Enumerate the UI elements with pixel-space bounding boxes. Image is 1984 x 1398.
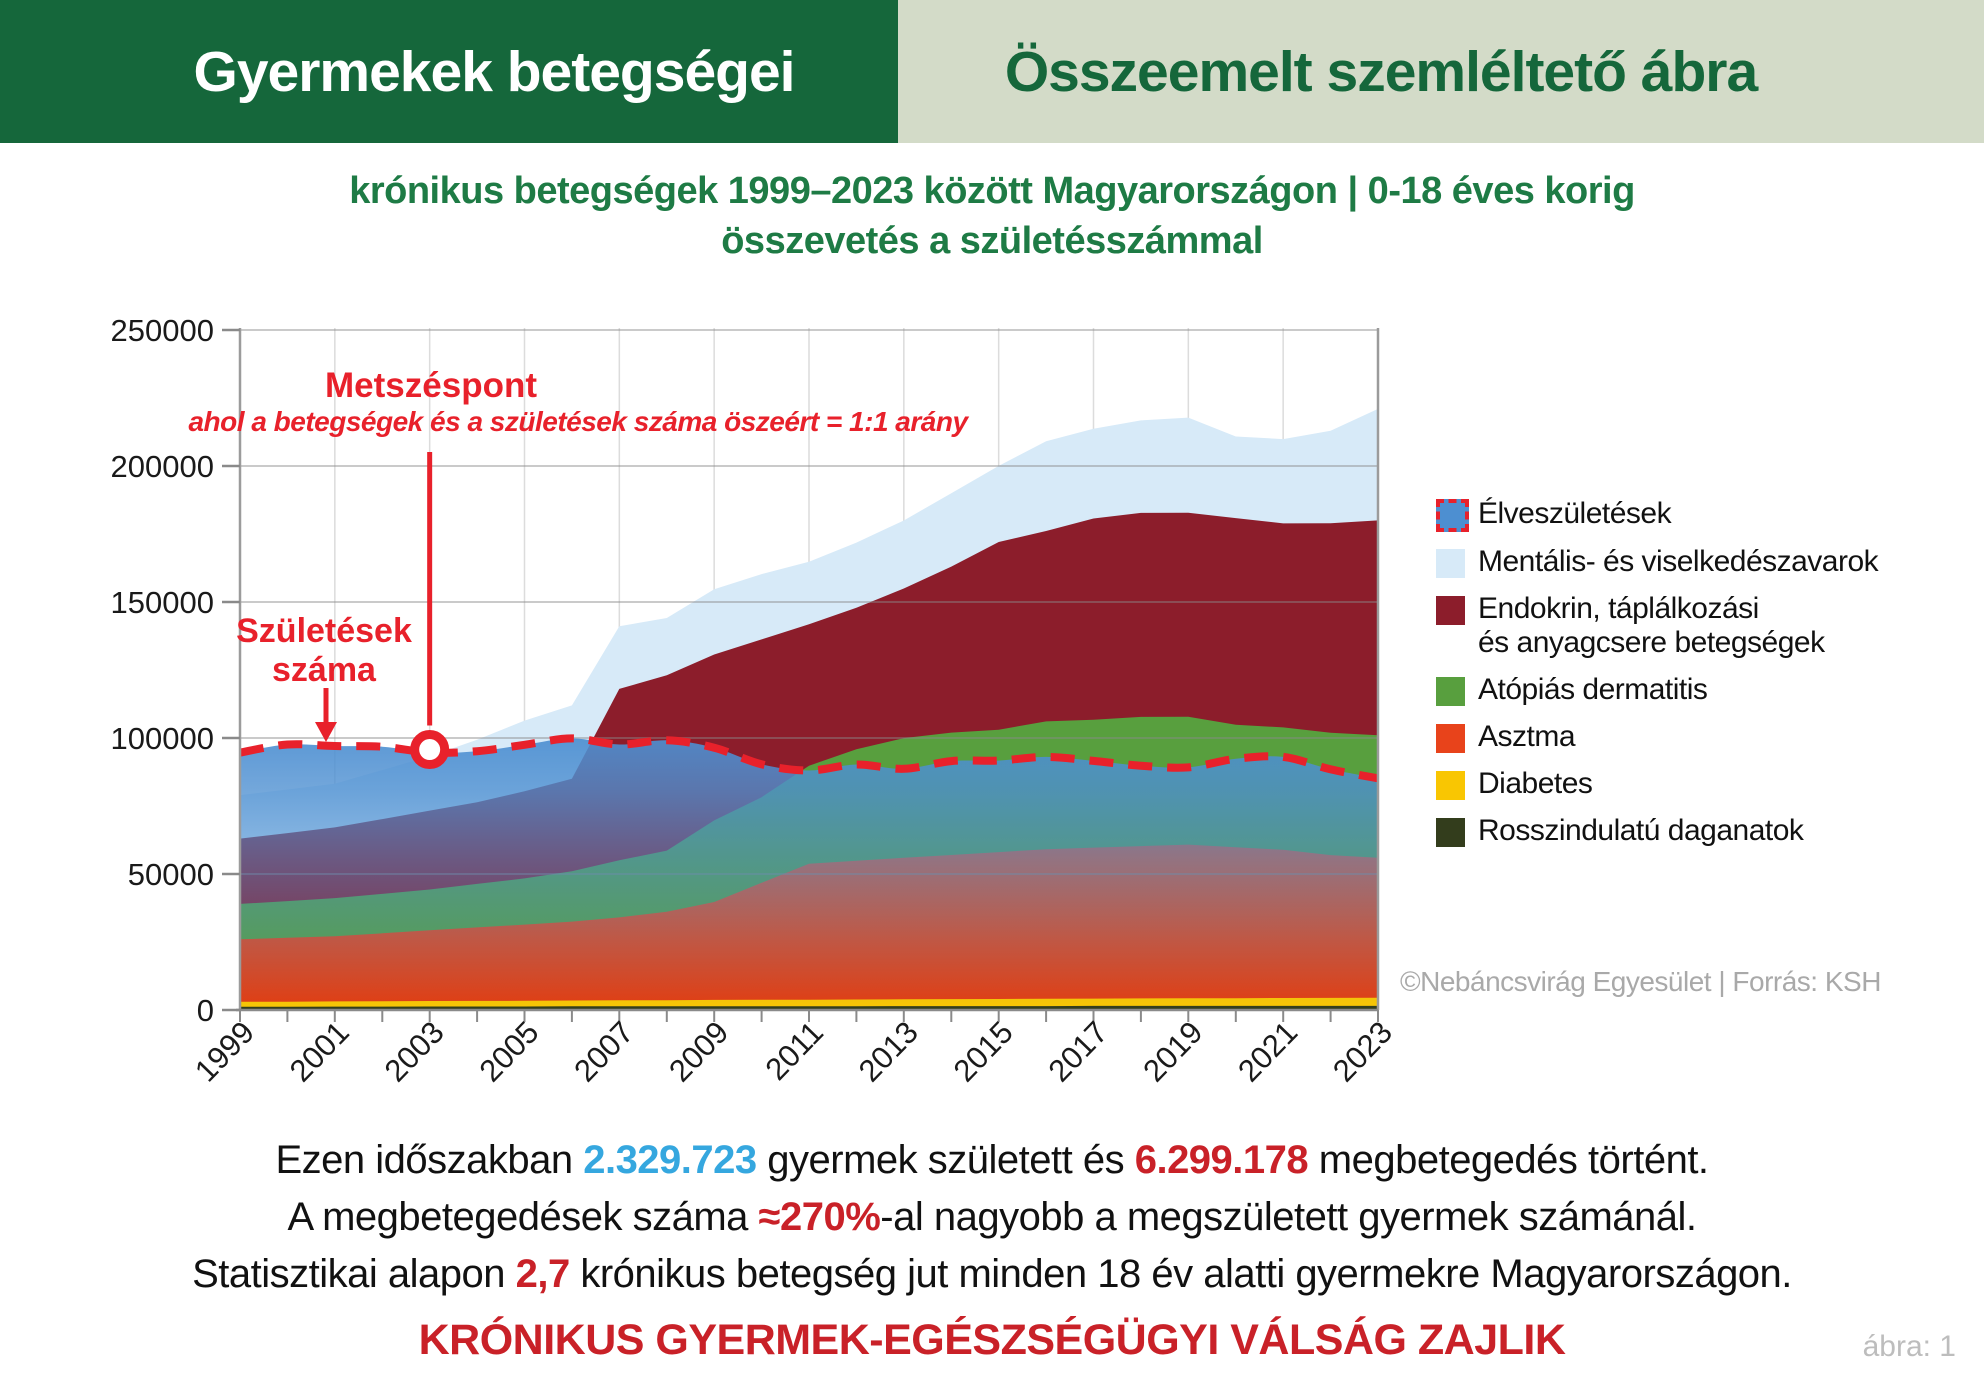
footer-line1: Ezen időszakban 2.329.723 gyermek szület… [275,1138,1709,1182]
x-tick-label: 2023 [1326,1015,1399,1089]
header-left-block: Gyermekek betegségei [0,0,898,143]
legend-item: Élveszületések [1436,497,1878,532]
intersection-annotation-subtitle: ahol a betegségek és a születések száma … [188,406,968,437]
percentage-value: ≈270% [758,1195,881,1239]
births-annotation-line2: száma [272,651,376,689]
legend-swatch-icon [1436,549,1465,578]
chart-legend: Élveszületések Mentális- és viselkedészav… [1436,497,1879,861]
legend-label: Endokrin, táplálkozási és anyagcsere bete… [1478,592,1825,659]
births-dashed-line [239,734,1379,783]
legend-swatch-icon [1436,596,1465,625]
footer-statistics: Ezen időszakban 2.329.723 gyermek szület… [0,1132,1984,1303]
x-tick-label: 2015 [947,1015,1020,1089]
y-tick-label: 0 [197,993,214,1028]
header: Gyermekek betegségei Összeemelt szemlélt… [0,0,1984,143]
source-note: ©Nebáncsvirág Egyesület | Forrás: KSH [1400,966,1881,997]
page-subtitle-banner: Összeemelt szemléltető ábra [1004,39,1758,104]
births-annotation-line1: Születések [236,612,412,650]
legend-item: Rosszindulatú daganatok [1436,814,1878,848]
x-tick-label: 2007 [567,1015,640,1089]
legend-swatch-icon [1436,499,1469,532]
header-right-block: Összeemelt szemléltető ábra [898,0,1984,143]
ratio-value: 2,7 [515,1252,571,1296]
y-tick-label: 200000 [111,449,214,484]
legend-swatch-icon [1436,724,1465,753]
annotation-graphics [315,452,450,770]
y-tick-label: 250000 [111,313,214,348]
legend-item: Mentális- és viselkedészavarok [1436,545,1879,579]
legend-item: Diabetes [1436,767,1878,801]
births-overlay [239,734,1379,1010]
footer-line2: A megbetegedések száma ≈270%-al nagyobb … [287,1195,1698,1239]
legend-label: Mentális- és viselkedészavarok [1478,545,1879,578]
x-tick-label: 2019 [1136,1015,1209,1089]
legend-label: Asztma [1478,720,1576,753]
chart-title-line2: összevetés a születésszámmal [721,220,1263,262]
legend-label: Élveszületések [1478,497,1672,530]
y-tick-label: 50000 [128,857,214,892]
x-tick-label: 2017 [1041,1015,1114,1089]
legend-item: Asztma [1436,720,1878,754]
y-tick-label: 150000 [111,585,214,620]
footer-line3: Statisztikai alapon 2,7 krónikus betegsé… [192,1252,1792,1296]
legend-swatch-icon [1436,771,1465,800]
chart-title-line1: krónikus betegségek 1999–2023 között Mag… [349,170,1635,212]
intersection-circle [410,730,450,770]
x-tick-label: 2021 [1231,1015,1304,1089]
diseases-total-value: 6.299.178 [1134,1138,1309,1182]
births-annotation-label: Születések száma [236,612,412,690]
legend-label: Diabetes [1478,767,1593,800]
y-tick-label: 100000 [111,721,214,756]
legend-label: Atópiás dermatitis [1478,673,1708,706]
legend-item: Endokrin, táplálkozási és anyagcsere bete… [1436,592,1878,660]
figure-number-label: ábra: 1 [1862,1330,1956,1363]
legend-swatch-icon [1436,818,1465,847]
intersection-annotation-title: Metszéspont [325,366,537,405]
page-title: Gyermekek betegségei [193,39,795,104]
births-area-fill [240,738,1378,1010]
x-tick-label: 2005 [472,1015,545,1089]
chart-title: krónikus betegségek 1999–2023 között Mag… [0,165,1984,265]
x-tick-label: 2003 [378,1015,451,1089]
legend-item: Atópiás dermatitis [1436,673,1878,707]
legend-swatch-icon [1436,677,1465,706]
x-tick-label: 2001 [283,1015,356,1089]
x-tick-label: 2011 [759,1015,830,1087]
legend-label: Rosszindulatú daganatok [1478,814,1804,847]
births-total-value: 2.329.723 [583,1138,757,1182]
x-tick-label: 2013 [852,1015,925,1089]
x-tick-label: 2009 [662,1015,735,1089]
crisis-headline: KRÓNIKUS GYERMEK-EGÉSZSÉGÜGYI VÁLSÁG ZAJ… [418,1316,1566,1364]
births-arrow-head [315,722,337,742]
